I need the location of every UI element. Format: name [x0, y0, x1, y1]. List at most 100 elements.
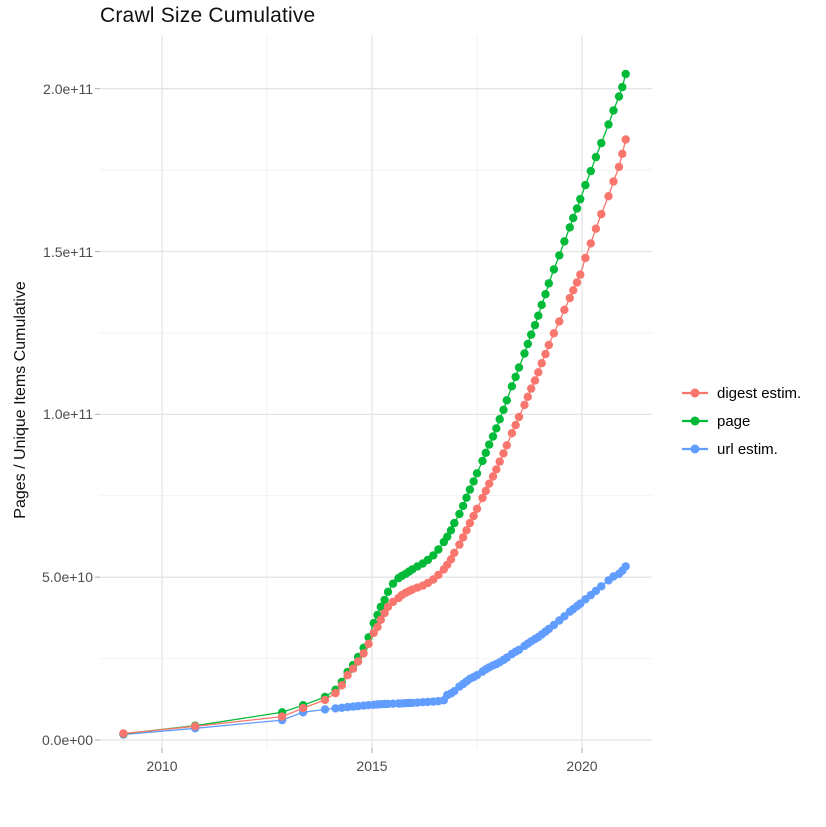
data-point — [434, 570, 443, 580]
data-point — [618, 82, 627, 92]
data-point — [343, 671, 352, 680]
data-point — [534, 311, 543, 320]
data-point — [514, 363, 524, 372]
data-point — [507, 429, 517, 438]
data-point — [380, 608, 389, 618]
data-point — [576, 194, 585, 204]
data-point — [604, 192, 613, 201]
data-point — [373, 622, 382, 632]
data-point — [502, 396, 511, 405]
data-point — [488, 472, 498, 481]
data-point — [597, 209, 606, 219]
data-point — [604, 120, 613, 129]
series-digest-estim — [119, 135, 630, 738]
data-point — [455, 509, 464, 519]
y-tick-label: 0.0e+00 — [42, 732, 93, 748]
data-point — [534, 368, 543, 377]
data-point — [499, 449, 508, 458]
data-point — [569, 286, 578, 295]
data-point — [523, 339, 532, 349]
data-point — [507, 382, 517, 391]
data-point — [485, 440, 494, 449]
legend-label: page — [717, 412, 751, 430]
data-point — [434, 545, 443, 554]
data-point — [455, 540, 464, 549]
data-point — [502, 441, 511, 450]
legend: digest estim. page url estim. — [680, 380, 801, 462]
data-point — [446, 555, 456, 564]
data-point — [530, 320, 540, 330]
data-point — [481, 448, 490, 457]
data-point — [621, 69, 630, 79]
data-point — [492, 424, 501, 433]
data-point — [569, 213, 578, 223]
data-point — [492, 465, 501, 474]
data-point — [621, 562, 630, 571]
data-point — [478, 456, 487, 466]
data-point — [364, 639, 373, 649]
data-point — [450, 548, 459, 557]
data-point — [555, 317, 564, 326]
data-point — [383, 587, 393, 596]
data-point — [298, 703, 308, 713]
data-point — [353, 657, 363, 666]
data-point — [541, 349, 550, 359]
data-point — [348, 664, 358, 673]
data-point — [555, 251, 564, 260]
grid-minor — [100, 35, 652, 748]
data-point — [544, 340, 553, 350]
data-point — [465, 485, 475, 494]
data-point — [458, 533, 468, 542]
data-point — [462, 493, 471, 502]
data-point — [337, 681, 346, 690]
series-url-estim — [119, 562, 630, 739]
y-tick-label: 1.0e+11 — [43, 406, 93, 422]
data-point — [618, 149, 627, 158]
x-tick-label: 2010 — [146, 758, 178, 774]
data-point — [541, 290, 550, 299]
data-point — [591, 152, 601, 162]
data-point — [331, 688, 340, 698]
data-point — [320, 705, 330, 714]
data-point — [520, 349, 529, 358]
data-point — [614, 92, 624, 101]
data-point — [572, 278, 582, 287]
data-point — [597, 582, 606, 591]
x-tick-label: 2020 — [566, 758, 598, 774]
data-point — [478, 493, 487, 503]
data-point — [472, 469, 482, 478]
data-point — [560, 305, 569, 314]
data-point — [469, 477, 478, 486]
data-point — [527, 330, 536, 339]
data-point — [277, 712, 287, 721]
data-point — [549, 329, 559, 338]
data-point — [450, 518, 459, 528]
data-point — [591, 224, 601, 233]
data-point — [472, 504, 482, 513]
y-tick-label: 5.0e+10 — [42, 569, 93, 585]
data-point — [443, 532, 452, 541]
chart-title: Crawl Size Cumulative — [100, 4, 316, 27]
data-point — [597, 138, 606, 148]
data-point — [621, 135, 630, 144]
data-point — [359, 649, 368, 658]
data-point — [481, 486, 490, 496]
data-point — [581, 253, 590, 263]
data-point — [576, 270, 585, 279]
data-point — [609, 177, 618, 186]
y-axis-title: Pages / Unique Items Cumulative — [12, 281, 29, 519]
data-point — [119, 729, 128, 738]
data-point — [429, 551, 438, 560]
data-point — [514, 412, 524, 422]
data-point — [485, 479, 494, 488]
data-point — [549, 265, 559, 274]
data-point — [527, 384, 536, 393]
data-point — [458, 501, 468, 511]
data-point — [572, 204, 582, 213]
legend-item-digest-estim: digest estim. — [680, 380, 801, 406]
data-point — [376, 602, 385, 611]
data-point — [523, 392, 532, 401]
data-point — [537, 300, 546, 310]
data-point — [388, 579, 398, 588]
